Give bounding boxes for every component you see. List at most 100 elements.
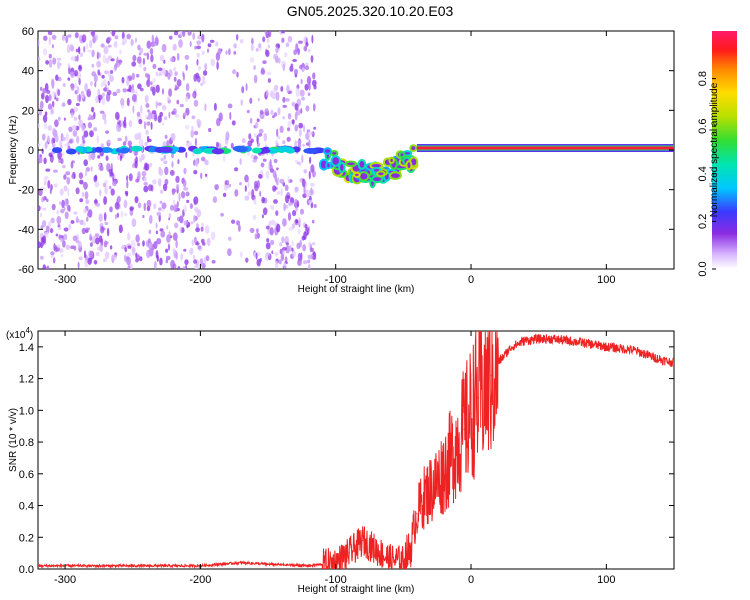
colorbar-gradient — [712, 31, 737, 269]
noise-speckle — [302, 193, 307, 198]
noise-speckle — [200, 238, 205, 244]
excursion-blob — [371, 175, 384, 184]
noise-speckle — [70, 56, 76, 61]
noise-speckle — [254, 133, 257, 138]
noise-speckle — [239, 158, 242, 165]
noise-speckle — [161, 104, 167, 111]
snr-point — [416, 512, 418, 515]
noise-speckle — [113, 173, 116, 179]
noise-speckle — [258, 128, 264, 134]
noise-speckle — [294, 111, 298, 121]
noise-speckle — [204, 103, 207, 112]
noise-speckle — [93, 74, 98, 83]
noise-speckle — [81, 227, 86, 235]
noise-speckle — [296, 109, 301, 116]
noise-speckle — [131, 72, 135, 81]
noise-speckle — [44, 141, 48, 150]
noise-speckle — [271, 92, 277, 99]
noise-speckle — [78, 114, 81, 120]
snr-point — [673, 361, 674, 364]
noise-speckle — [169, 35, 173, 40]
noise-speckle — [274, 252, 279, 256]
noise-speckle — [119, 49, 122, 55]
excursion-blob — [357, 159, 367, 170]
noise-speckle — [281, 37, 285, 43]
noise-speckle — [176, 99, 180, 105]
noise-speckle — [196, 58, 199, 66]
snr-point — [551, 338, 553, 340]
colorbar-tick-label: 0.2 — [697, 214, 709, 229]
noise-speckle — [196, 52, 200, 58]
noise-speckle — [241, 86, 245, 94]
x-tick-label: 100 — [597, 574, 615, 586]
noise-speckle — [162, 183, 168, 192]
noise-speckle — [78, 34, 83, 43]
noise-speckle — [282, 104, 288, 108]
noise-speckle — [93, 260, 98, 265]
noise-speckle — [58, 234, 62, 240]
noise-speckle — [307, 48, 311, 53]
noise-speckle — [253, 65, 256, 70]
noise-speckle — [244, 195, 250, 201]
noise-speckle — [91, 49, 95, 58]
noise-speckle — [293, 49, 298, 56]
snr-point — [456, 441, 459, 443]
noise-speckle — [246, 109, 250, 114]
noise-speckle — [170, 259, 176, 269]
noise-speckle — [108, 168, 113, 174]
noise-speckle — [210, 231, 216, 241]
noise-speckle — [115, 111, 120, 120]
noise-speckle — [189, 247, 194, 255]
noise-speckle — [104, 221, 109, 226]
noise-speckle — [160, 230, 166, 238]
noise-speckle — [255, 121, 259, 129]
noise-speckle — [44, 175, 49, 180]
noise-speckle — [289, 65, 294, 72]
excursion-blob — [330, 155, 342, 167]
noise-speckle — [191, 126, 194, 131]
snr-point — [477, 396, 479, 399]
noise-speckle — [69, 139, 73, 144]
noise-speckle — [83, 130, 89, 138]
noise-speckle — [91, 106, 95, 113]
noise-speckle — [296, 84, 300, 90]
noise-speckle — [99, 189, 102, 197]
noise-speckle — [70, 220, 75, 224]
noise-speckle — [275, 140, 279, 146]
noise-speckle — [258, 43, 262, 49]
noise-speckle — [291, 240, 294, 247]
noise-speckle — [265, 49, 270, 58]
noise-speckle — [50, 109, 55, 115]
noise-speckle — [280, 253, 285, 261]
spectrogram-feature — [318, 144, 419, 189]
noise-speckle — [158, 207, 162, 211]
noise-speckle — [78, 256, 83, 261]
noise-speckle — [178, 39, 183, 48]
snr-point — [267, 563, 269, 565]
noise-speckle — [156, 238, 162, 245]
noise-speckle — [122, 37, 127, 44]
noise-speckle — [96, 246, 102, 251]
noise-speckle — [84, 83, 88, 92]
noise-speckle — [249, 227, 255, 234]
noise-speckle — [53, 169, 58, 173]
noise-speckle — [110, 70, 114, 74]
tone-blob — [192, 148, 203, 155]
noise-speckle — [118, 224, 123, 234]
noise-speckle — [249, 117, 253, 124]
noise-speckle — [233, 51, 237, 55]
noise-speckle — [287, 120, 292, 128]
noise-speckle — [294, 198, 298, 207]
snr-point — [524, 339, 526, 342]
noise-speckle — [312, 170, 317, 178]
noise-speckle — [264, 108, 270, 116]
noise-speckle — [124, 213, 127, 217]
noise-speckle — [174, 71, 178, 77]
noise-speckle — [70, 84, 75, 91]
noise-speckle — [75, 187, 80, 195]
noise-speckle — [42, 114, 48, 123]
noise-speckle — [48, 53, 52, 59]
noise-speckle — [102, 112, 107, 121]
noise-speckle — [114, 214, 118, 220]
